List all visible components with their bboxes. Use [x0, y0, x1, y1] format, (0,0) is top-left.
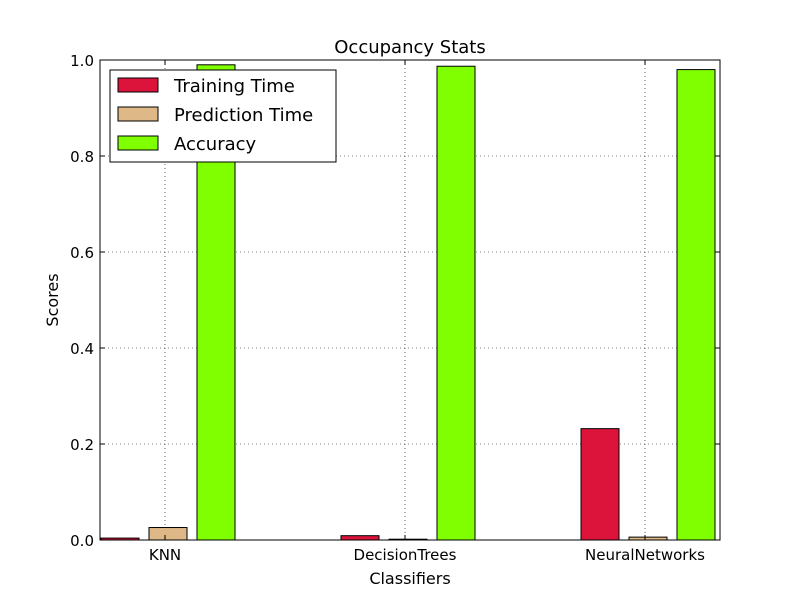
y-axis-label: Scores: [43, 273, 62, 326]
plot-frame: [99, 59, 721, 541]
x-tick-label: KNN: [149, 546, 181, 564]
axis-ticks: 0.0 0.2 0.4 0.6 0.8 1.0 KNN DecisionTrees Neural…: [70, 52, 720, 564]
bar-training-time-neuralnetworks: [580, 428, 620, 541]
y-tick-label: 1.0: [70, 52, 94, 70]
y-tick-label: 0.6: [70, 244, 94, 262]
legend-swatch: [117, 106, 159, 122]
x-axis-label: Classifiers: [369, 569, 450, 588]
x-tick-label: DecisionTrees: [354, 546, 457, 564]
chart-title: Occupancy Stats: [334, 37, 485, 58]
x-tick-label: NeuralNetworks: [585, 546, 705, 564]
bar-prediction-time-knn: [148, 527, 188, 541]
y-tick-label: 0.2: [70, 436, 94, 454]
legend: Training Time Prediction Time Accuracy: [109, 69, 337, 163]
y-tick-label: 0.4: [70, 340, 94, 358]
legend-label: Training Time: [173, 76, 295, 97]
bar-accuracy-decisiontrees: [436, 65, 476, 541]
legend-swatch: [117, 77, 159, 93]
legend-label: Accuracy: [174, 134, 257, 155]
legend-swatch: [117, 135, 159, 151]
legend-label: Prediction Time: [174, 105, 313, 126]
bar-training-time-decisiontrees: [340, 535, 380, 541]
y-tick-label: 0.0: [70, 532, 94, 550]
y-tick-label: 0.8: [70, 148, 94, 166]
bar-accuracy-neuralnetworks: [676, 69, 716, 541]
